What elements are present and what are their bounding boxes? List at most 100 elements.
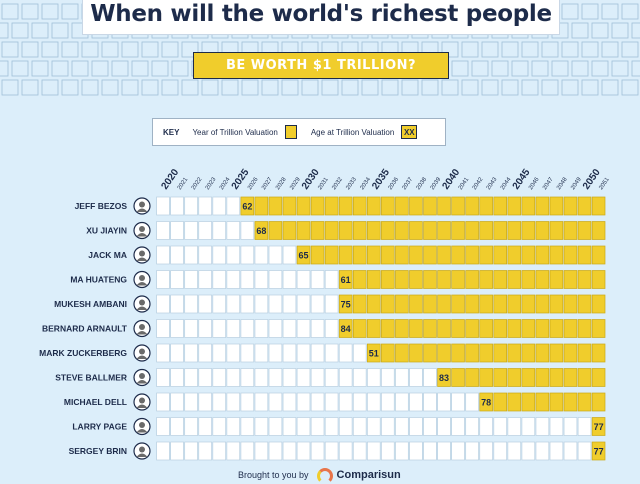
valuation-year-cell: [591, 319, 606, 338]
empty-year-cell: [254, 343, 269, 363]
empty-year-cell: [324, 441, 339, 461]
empty-year-cell: [198, 221, 212, 240]
age-label-ma-huateng: 61: [341, 275, 351, 285]
bg-grid-cell: [301, 79, 319, 96]
valuation-year-cell: [381, 196, 395, 216]
empty-year-cell: [170, 221, 184, 240]
year-label-2042: 2042: [472, 176, 485, 191]
avatar-head: [139, 324, 145, 330]
valuation-year-cell: [437, 368, 451, 387]
key-age-label: Age at Trillion Valuation: [310, 127, 395, 137]
empty-year-cell: [240, 417, 255, 436]
empty-year-cell: [212, 221, 227, 240]
valuation-year-cell: [395, 270, 409, 289]
empty-year-cell: [324, 319, 339, 338]
avatar-body: [136, 404, 148, 408]
valuation-year-cell: [451, 294, 465, 314]
valuation-year-cell: [451, 245, 465, 265]
empty-year-cell: [226, 196, 241, 216]
empty-year-cell: [367, 417, 381, 436]
person-name-sergey-brin: SERGEY BRIN: [69, 446, 127, 456]
empty-year-cell: [338, 343, 353, 363]
empty-year-cell: [254, 441, 269, 461]
empty-year-cell: [212, 319, 227, 338]
valuation-year-cell: [507, 270, 522, 289]
valuation-year-cell: [437, 221, 451, 240]
empty-year-cell: [170, 294, 184, 314]
empty-year-cell: [170, 392, 184, 412]
empty-year-cell: [184, 294, 198, 314]
empty-year-cell: [395, 392, 409, 412]
key-title: KEY: [163, 127, 180, 137]
valuation-year-cell: [521, 368, 536, 387]
valuation-year-cell: [549, 343, 564, 363]
valuation-year-cell: [535, 368, 550, 387]
bg-grid-cell: [541, 79, 559, 96]
bg-grid-cell: [1, 79, 19, 96]
empty-year-cell: [240, 441, 255, 461]
empty-year-cell: [352, 343, 367, 363]
valuation-year-cell: [381, 245, 395, 265]
empty-year-cell: [451, 417, 465, 436]
empty-year-cell: [296, 441, 311, 461]
bg-grid-cell: [1, 41, 19, 58]
empty-year-cell: [395, 441, 409, 461]
bg-grid-cell: [481, 41, 499, 58]
bg-grid-cell: [621, 41, 639, 58]
empty-year-cell: [226, 392, 241, 412]
valuation-year-cell: [409, 245, 423, 265]
person-name-jeff-bezos: JEFF BEZOS: [75, 201, 128, 211]
bg-grid-cell: [481, 79, 499, 96]
valuation-year-cell: [465, 245, 479, 265]
valuation-year-cell: [521, 294, 536, 314]
valuation-year-cell: [338, 294, 353, 314]
valuation-year-cell: [577, 270, 592, 289]
bg-grid-cell: [21, 41, 39, 58]
empty-year-cell: [170, 417, 184, 436]
valuation-year-cell: [338, 245, 353, 265]
avatar-body: [136, 257, 148, 261]
empty-year-cell: [156, 245, 170, 265]
empty-year-cell: [310, 441, 325, 461]
empty-year-cell: [268, 392, 283, 412]
empty-year-cell: [324, 343, 339, 363]
age-label-xu-jiayin: 68: [256, 226, 266, 236]
bg-grid-cell: [141, 79, 159, 96]
bg-grid-cell: [501, 41, 519, 58]
valuation-year-cell: [268, 196, 283, 216]
bg-grid-cell: [621, 79, 639, 96]
empty-year-cell: [296, 319, 311, 338]
key-year-label: Year of Trillion Valuation: [192, 127, 278, 137]
empty-year-cell: [198, 294, 212, 314]
key-year-swatch: [284, 125, 297, 139]
empty-year-cell: [381, 417, 395, 436]
year-label-2043: 2043: [486, 176, 499, 191]
empty-year-cell: [338, 392, 353, 412]
bg-grid-cell: [541, 41, 559, 58]
empty-year-cell: [310, 417, 325, 436]
empty-year-cell: [367, 368, 381, 387]
valuation-year-cell: [577, 343, 592, 363]
valuation-year-cell: [577, 368, 592, 387]
bg-grid-cell: [161, 41, 179, 58]
valuation-year-cell: [577, 294, 592, 314]
bg-grid-cell: [441, 79, 459, 96]
valuation-year-cell: [493, 294, 507, 314]
valuation-year-cell: [437, 319, 451, 338]
valuation-year-cell: [296, 196, 311, 216]
bg-grid-cell: [141, 41, 159, 58]
valuation-year-cell: [310, 245, 325, 265]
avatar-head: [139, 348, 145, 355]
empty-year-cell: [282, 343, 297, 363]
valuation-year-cell: [451, 270, 465, 289]
empty-year-cell: [198, 319, 212, 338]
avatar-head: [139, 226, 145, 232]
year-label-2047: 2047: [542, 176, 555, 191]
valuation-year-cell: [367, 319, 381, 338]
valuation-year-cell: [521, 245, 536, 265]
empty-year-cell: [240, 319, 255, 338]
empty-year-cell: [240, 368, 255, 387]
valuation-year-cell: [535, 221, 550, 240]
bg-grid-cell: [631, 22, 640, 39]
empty-year-cell: [184, 196, 198, 216]
